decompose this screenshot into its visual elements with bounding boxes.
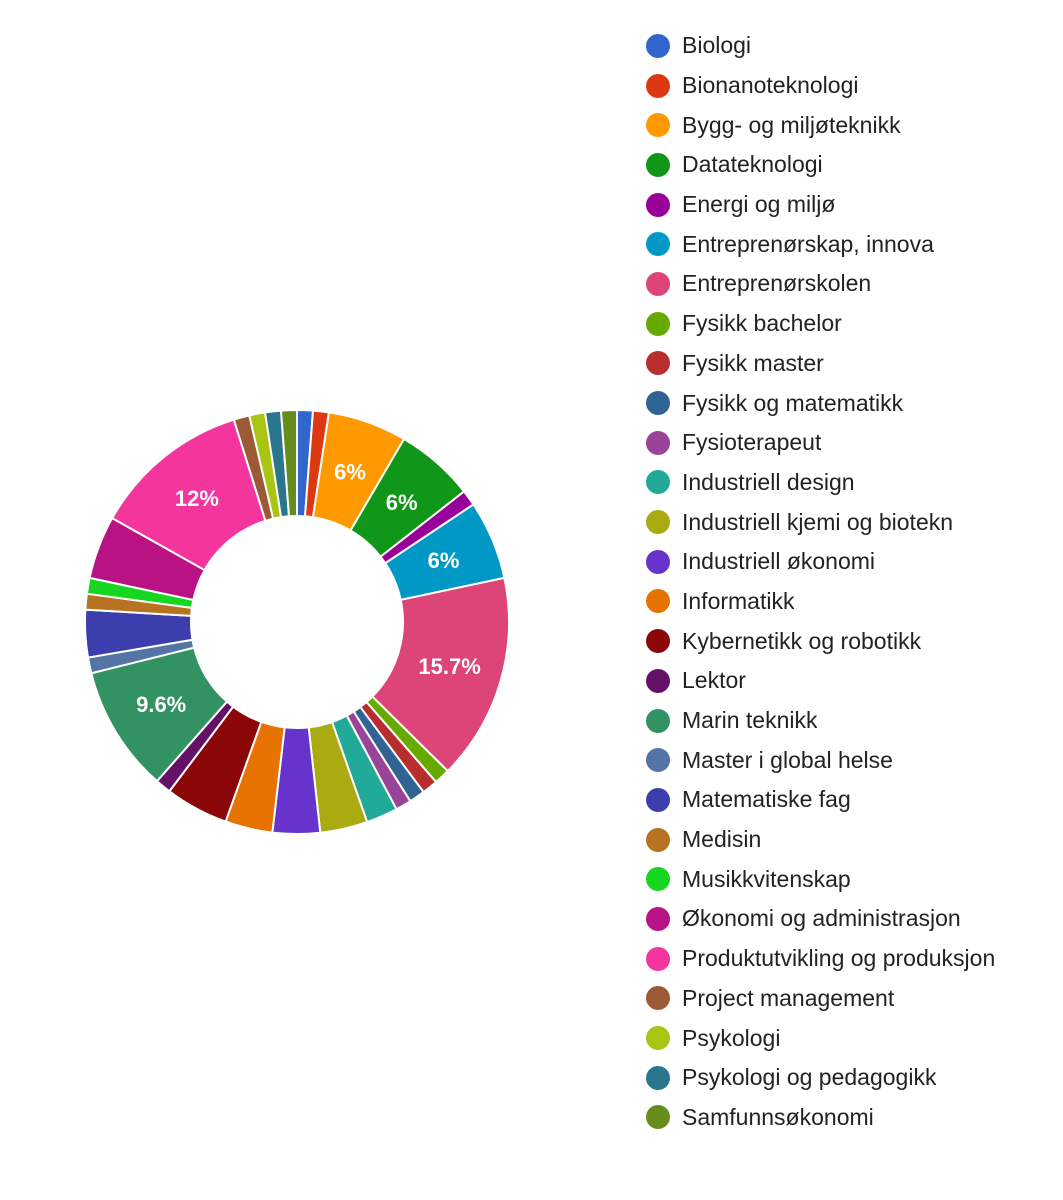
legend-swatch [646, 589, 670, 614]
legend-item[interactable]: Entreprenørskolen [646, 264, 1063, 304]
legend-swatch [646, 33, 670, 58]
legend-swatch [646, 946, 670, 971]
slice-28[interactable] [279, 408, 298, 518]
legend-item[interactable]: Medisin [646, 820, 1063, 860]
legend-label: Produktutvikling og produksjon [682, 945, 996, 972]
legend-label: Energi og miljø [682, 191, 836, 218]
legend-swatch [646, 906, 670, 931]
legend-swatch [646, 430, 670, 455]
legend-item[interactable]: Psykologi og pedagogikk [646, 1058, 1063, 1098]
legend-item[interactable]: Bionanoteknologi [646, 66, 1063, 106]
legend-item[interactable]: Master i global helse [646, 740, 1063, 780]
legend-item[interactable]: Fysikk bachelor [646, 304, 1063, 344]
legend-swatch [646, 113, 670, 138]
legend-item[interactable]: Datateknologi [646, 145, 1063, 185]
legend-label: Project management [682, 984, 895, 1011]
legend-swatch [646, 1105, 670, 1130]
legend-label: Entreprenørskap, innova [682, 230, 934, 257]
legend-swatch [646, 827, 670, 852]
legend-label: Datateknologi [682, 151, 823, 178]
legend-item[interactable]: Psykologi [646, 1018, 1063, 1058]
legend-label: Industriell design [682, 468, 855, 495]
legend-item[interactable]: Bygg- og miljøteknikk [646, 105, 1063, 145]
legend-label: Lektor [682, 667, 746, 694]
legend-item[interactable]: Entreprenørskap, innova [646, 224, 1063, 264]
legend-label: Fysikk master [682, 349, 824, 376]
legend-swatch [646, 152, 670, 177]
chart-legend: Biologi Bionanoteknologi Bygg- og miljøtek… [646, 26, 1063, 1146]
legend-label: Master i global helse [682, 746, 893, 773]
slice-label-18: 9.6% [136, 692, 186, 717]
legend-swatch [646, 73, 670, 98]
legend-swatch [646, 470, 670, 495]
legend-label: Psykologi og pedagogikk [682, 1064, 937, 1091]
legend-label: Kybernetikk og robotikk [682, 627, 922, 654]
legend-swatch [646, 986, 670, 1011]
legend-item[interactable]: Energi og miljø [646, 185, 1063, 225]
legend-swatch [646, 232, 670, 257]
legend-item[interactable]: Fysikk master [646, 344, 1063, 384]
legend-item[interactable]: Matematiske fag [646, 780, 1063, 820]
legend-label: Fysikk og matematikk [682, 389, 904, 416]
legend-label: Matematiske fag [682, 786, 851, 813]
legend-swatch [646, 629, 670, 654]
legend-label: Industriell kjemi og biotekn [682, 508, 954, 535]
legend-label: Biologi [682, 32, 752, 59]
legend-label: Musikkvitenskap [682, 865, 851, 892]
legend-swatch [646, 708, 670, 733]
legend-item[interactable]: Lektor [646, 661, 1063, 701]
legend-label: Fysikk bachelor [682, 310, 842, 337]
legend-item[interactable]: Produktutvikling og produksjon [646, 939, 1063, 979]
legend-item[interactable]: Fysioterapeut [646, 423, 1063, 463]
slice-label-3: 6% [334, 460, 366, 485]
legend-label: Økonomi og administrasjon [682, 905, 961, 932]
slice-label-6: 6% [428, 548, 460, 573]
legend-swatch [646, 192, 670, 217]
legend-item[interactable]: Marin teknikk [646, 701, 1063, 741]
legend-label: Marin teknikk [682, 707, 818, 734]
legend-swatch [646, 787, 670, 812]
legend-item[interactable]: Økonomi og administrasjon [646, 899, 1063, 939]
legend-item[interactable]: Biologi [646, 26, 1063, 66]
slice-label-24: 12% [175, 486, 219, 511]
legend-label: Entreprenørskolen [682, 270, 872, 297]
legend-swatch [646, 510, 670, 535]
legend-swatch [646, 867, 670, 892]
legend-label: Informatikk [682, 587, 795, 614]
slice-label-7: 15.7% [418, 654, 480, 679]
slice-label-4: 6% [386, 490, 418, 515]
donut-chart: 6% 6% 6% 15.7% 9.6% 12% [84, 408, 510, 835]
legend-label: Samfunnsøkonomi [682, 1103, 874, 1130]
legend-item[interactable]: Kybernetikk og robotikk [646, 621, 1063, 661]
legend-item[interactable]: Project management [646, 979, 1063, 1019]
legend-label: Bygg- og miljøteknikk [682, 111, 901, 138]
legend-item[interactable]: Musikkvitenskap [646, 859, 1063, 899]
legend-swatch [646, 668, 670, 693]
legend-label: Bionanoteknologi [682, 72, 859, 99]
legend-item[interactable]: Industriell kjemi og biotekn [646, 502, 1063, 542]
legend-swatch [646, 391, 670, 416]
slice-7[interactable] [370, 576, 510, 773]
legend-item[interactable]: Samfunnsøkonomi [646, 1098, 1063, 1138]
legend-item[interactable]: Informatikk [646, 582, 1063, 622]
legend-swatch [646, 1065, 670, 1090]
legend-label: Medisin [682, 826, 762, 853]
legend-swatch [646, 549, 670, 574]
legend-label: Fysioterapeut [682, 429, 822, 456]
legend-item[interactable]: Fysikk og matematikk [646, 383, 1063, 423]
legend-swatch [646, 271, 670, 296]
legend-item[interactable]: Industriell økonomi [646, 542, 1063, 582]
legend-swatch [646, 748, 670, 773]
legend-swatch [646, 351, 670, 376]
legend-item[interactable]: Industriell design [646, 463, 1063, 503]
legend-swatch [646, 311, 670, 336]
legend-label: Industriell økonomi [682, 548, 876, 575]
legend-swatch [646, 1026, 670, 1051]
legend-label: Psykologi [682, 1024, 781, 1051]
